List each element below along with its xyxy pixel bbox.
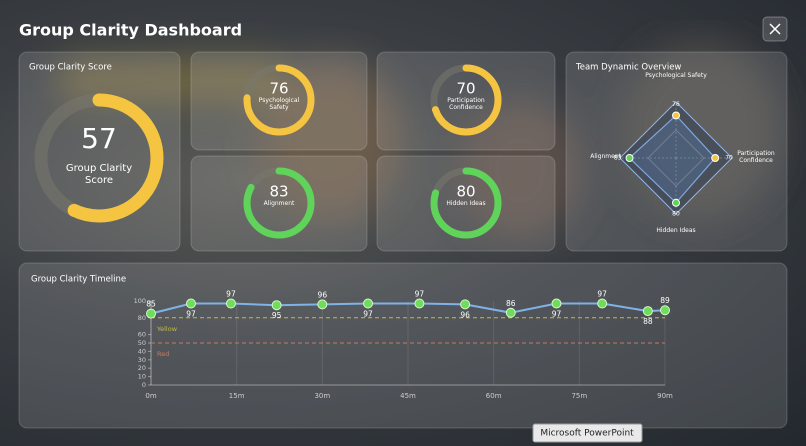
threshold-label: Yellow	[156, 325, 178, 333]
x-tick-label: 30m	[314, 392, 330, 400]
y-tick-label: 50	[138, 339, 146, 347]
gauge-label: Hidden Ideas	[446, 200, 486, 207]
gauge-value: 70	[456, 80, 475, 98]
x-tick-label: 0m	[145, 392, 156, 400]
point	[225, 298, 236, 309]
radar-value: 83	[614, 155, 622, 162]
gauge-arc	[243, 167, 315, 239]
radar-point	[711, 154, 720, 162]
gauge-arc	[243, 64, 315, 136]
point	[597, 298, 608, 309]
radar-point	[672, 198, 680, 207]
radar-point	[672, 111, 680, 120]
x-tick-label: 60m	[486, 392, 502, 400]
radar-axis-label: Hidden Ideas	[656, 227, 696, 234]
data-label: 89	[660, 296, 670, 305]
gauge-value: 57	[81, 122, 117, 155]
data-label: 88	[643, 317, 653, 326]
data-label: 97	[363, 310, 373, 319]
x-tick-label: 90m	[657, 392, 673, 400]
tooltip-text: Microsoft PowerPoint	[540, 429, 634, 439]
radar-point	[625, 154, 634, 162]
x-tick-label: 15m	[229, 392, 245, 400]
card-title: Team Dynamic Overview	[575, 63, 681, 73]
data-label: 97	[186, 310, 196, 319]
gauge-value: 76	[269, 80, 288, 98]
tooltip: Microsoft PowerPoint	[532, 423, 643, 443]
data-label: 96	[318, 290, 328, 299]
page-title: Group Clarity Dashboard	[19, 21, 242, 40]
point	[642, 306, 653, 317]
radar-axis-label: Alignment	[590, 153, 621, 160]
gauge-arc	[430, 167, 502, 239]
gauge-label: Alignment	[263, 200, 295, 207]
cards	[18, 51, 788, 429]
point	[271, 300, 282, 311]
data-label: 97	[597, 290, 607, 299]
gauge-value: 83	[269, 183, 288, 201]
y-tick-label: 100	[134, 297, 146, 305]
data-label: 97	[415, 290, 425, 299]
y-tick-label: 40	[138, 347, 146, 355]
point	[551, 298, 562, 309]
data-label: 97	[226, 290, 236, 299]
threshold-label: Red	[157, 350, 169, 358]
data-label: 86	[506, 299, 516, 308]
close-button[interactable]	[762, 16, 788, 42]
y-tick-label: 0	[142, 381, 146, 389]
data-label: 96	[460, 310, 470, 319]
gauge-label: Participation Confidence	[447, 97, 485, 111]
y-tick-label: 20	[138, 364, 146, 372]
radar-grid	[647, 129, 705, 187]
point	[317, 299, 328, 310]
point	[505, 307, 516, 318]
gauge-arc	[34, 93, 164, 223]
point	[185, 298, 196, 309]
radar-value: 80	[672, 210, 680, 217]
gauge-label: Psychological Safety	[258, 97, 300, 111]
radar-axis-label: Participation Confidence	[737, 150, 775, 164]
point	[146, 308, 156, 319]
y-tick-label: 60	[138, 331, 146, 339]
point	[460, 299, 471, 310]
radar-axis-label: Psychological Safety	[645, 72, 707, 79]
y-tick-label: 80	[138, 314, 146, 322]
card-title: Group Clarity Timeline	[31, 275, 126, 285]
point	[660, 305, 670, 316]
gauge-label: Group Clarity Score	[65, 163, 133, 186]
card-title: Group Clarity Score	[29, 63, 112, 73]
x-tick-label: 45m	[400, 392, 416, 400]
point	[363, 298, 374, 309]
y-tick-label: 10	[138, 373, 146, 381]
gauge-value: 80	[456, 183, 475, 201]
radar-value: 76	[672, 101, 680, 108]
radar-grid	[619, 101, 733, 215]
data-label: 95	[272, 311, 282, 320]
background	[60, 40, 780, 240]
point	[414, 298, 425, 309]
data-label: 97	[552, 310, 562, 319]
x-tick-label: 75m	[571, 392, 587, 400]
gauge-arc	[430, 64, 502, 136]
data-label: 85	[146, 300, 156, 309]
radar-value: 70	[725, 155, 733, 162]
y-tick-label: 30	[138, 356, 146, 364]
